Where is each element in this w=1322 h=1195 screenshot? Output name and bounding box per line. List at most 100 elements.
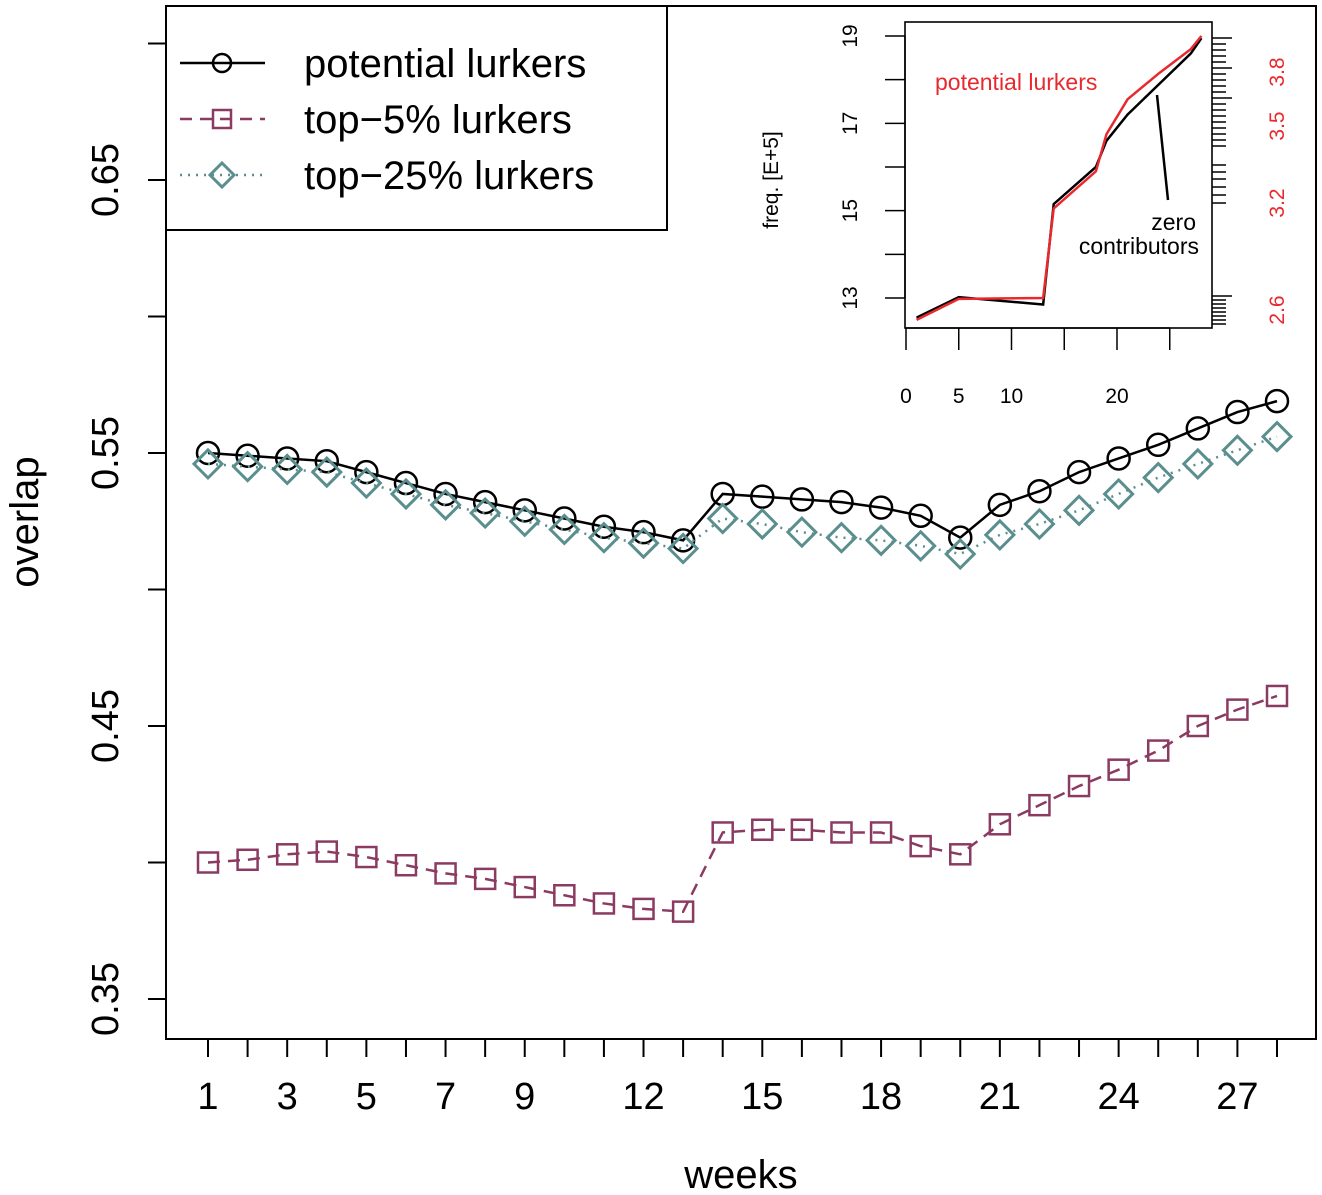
data-point-diamond	[587, 521, 621, 554]
legend-swatch-marker-2	[211, 108, 233, 130]
y-axis: 0.35 0.45 0.55 0.65	[85, 42, 167, 1036]
data-point-circle	[1185, 416, 1211, 441]
y-tick-label: 0.65	[85, 143, 127, 217]
y-axis-title: overlap	[3, 456, 47, 587]
data-point-circle	[829, 489, 854, 515]
data-point-circle	[750, 484, 775, 509]
data-point-circle	[274, 446, 300, 471]
data-point-diamond	[825, 521, 858, 554]
data-point-circle	[1264, 388, 1290, 414]
data-point-square	[1067, 774, 1091, 798]
data-point-square	[1186, 714, 1210, 738]
data-point-square	[592, 892, 616, 915]
legend-swatch-marker-3	[207, 160, 237, 190]
data-point-square	[949, 843, 972, 866]
data-point-diamond	[1260, 420, 1294, 453]
data-point-diamond	[944, 537, 977, 571]
x-tick-label: 15	[741, 1076, 783, 1118]
inset-right-tick-label: 3.2	[1266, 188, 1289, 217]
data-point-diamond	[706, 502, 739, 535]
y-tick-label: 0.45	[85, 689, 127, 763]
data-point-diamond	[191, 447, 225, 481]
y-tick-label: 0.35	[85, 962, 127, 1036]
data-point-diamond	[350, 466, 383, 500]
inset-right-tick-label: 3.5	[1266, 111, 1289, 140]
data-point-square	[632, 897, 655, 921]
data-point-circle	[1066, 459, 1092, 485]
x-tick-label: 9	[514, 1076, 535, 1118]
inset-annotation-pointer	[1155, 94, 1170, 201]
data-point-square	[275, 843, 299, 866]
y-tick-label: 0.55	[85, 416, 127, 490]
inset-x-tick-label: 20	[1105, 385, 1128, 408]
data-point-circle	[552, 506, 577, 531]
x-tick-label: 12	[622, 1076, 664, 1118]
data-point-diamond	[310, 455, 343, 489]
data-point-diamond	[666, 532, 700, 565]
data-point-diamond	[1102, 477, 1135, 511]
data-point-square	[315, 840, 339, 863]
data-point-diamond	[983, 518, 1016, 552]
inset-x-tick-label: 5	[953, 385, 965, 408]
data-point-diamond	[746, 507, 779, 541]
data-point-diamond	[271, 453, 304, 486]
inset-right-tick-label: 2.6	[1266, 295, 1289, 324]
data-point-square	[1226, 698, 1249, 721]
data-point-diamond	[1023, 507, 1056, 541]
inset-axes: 0 5 10 20 13 15 17 19 2.6 3.2 3.5 3.8	[839, 24, 1289, 408]
data-point-square	[909, 834, 932, 858]
data-point-circle	[591, 514, 617, 539]
data-point-circle	[987, 492, 1013, 518]
data-point-square	[553, 884, 576, 907]
x-tick-label: 1	[197, 1076, 218, 1118]
data-point-diamond	[469, 496, 502, 530]
data-point-diamond	[429, 488, 462, 521]
data-point-diamond	[1181, 447, 1214, 481]
data-point-diamond	[864, 524, 898, 557]
data-point-diamond	[508, 505, 541, 538]
data-point-diamond	[1062, 494, 1096, 527]
inset-x-tick-label: 0	[900, 385, 912, 408]
data-point-square	[751, 818, 774, 841]
data-point-square	[236, 848, 259, 872]
series-line-2	[207, 694, 1278, 913]
x-axis-title: weeks	[683, 1153, 797, 1195]
inset-annotation-zero: zero	[1151, 209, 1196, 235]
data-point-square	[988, 813, 1012, 836]
legend-label-2: top−5% lurkers	[304, 98, 572, 142]
x-tick-label: 18	[860, 1076, 902, 1118]
data-point-circle	[789, 487, 815, 512]
data-point-circle	[948, 525, 973, 550]
data-point-circle	[1106, 446, 1131, 471]
x-tick-label: 21	[979, 1076, 1021, 1118]
data-point-circle	[512, 498, 537, 523]
x-tick-label: 7	[435, 1076, 456, 1118]
data-point-square	[830, 821, 853, 844]
legend: potential lurkers top−5% lurkers top−25%…	[165, 5, 668, 231]
inset-y-tick-label: 15	[839, 199, 862, 222]
data-point-square	[355, 845, 378, 869]
inset-annotation-contributors: contributors	[1079, 233, 1199, 259]
data-point-diamond	[548, 513, 581, 546]
series-line-1	[207, 399, 1278, 542]
data-point-diamond	[389, 477, 423, 511]
data-point-circle	[314, 448, 340, 474]
data-point-square	[1028, 793, 1051, 817]
data-point-square	[434, 862, 457, 885]
x-tick-label: 5	[356, 1076, 377, 1118]
legend-swatch-marker-1	[211, 52, 233, 74]
inset-series-line-2	[915, 35, 1203, 321]
data-point-square	[473, 867, 497, 891]
x-tick-label: 24	[1097, 1076, 1139, 1118]
data-point-diamond	[904, 529, 937, 562]
inset-y-axis-title: freq. [E+5]	[760, 131, 783, 228]
data-point-square	[671, 900, 695, 923]
data-point-circle	[433, 481, 458, 507]
data-point-circle	[235, 443, 260, 468]
data-point-square	[394, 853, 418, 877]
inset-y-tick-label: 17	[839, 112, 862, 135]
data-point-diamond	[1221, 434, 1254, 467]
data-point-circle	[1145, 432, 1171, 458]
legend-label-3: top−25% lurkers	[304, 154, 594, 198]
